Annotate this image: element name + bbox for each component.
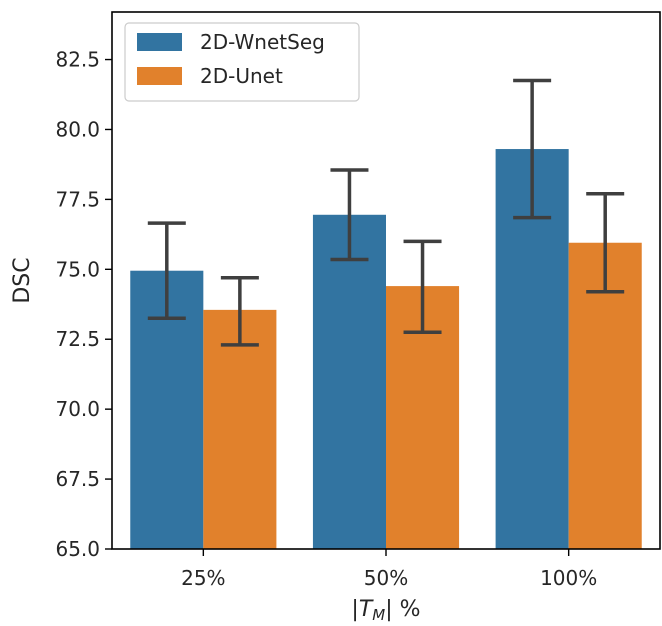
errorbars-group <box>147 78 625 347</box>
legend-swatch <box>137 33 182 51</box>
y-tick-label: 82.5 <box>55 48 100 72</box>
ticks-group: 65.0 67.5 70.0 72.5 75.0 77.5 80.0 82.5 25% 50% 10… <box>55 48 597 590</box>
y-tick-label: 80.0 <box>55 117 100 141</box>
bar-2d-unet-2 <box>568 242 642 549</box>
x-tick-label: 100% <box>540 566 597 590</box>
y-tick-label: 67.5 <box>55 467 100 491</box>
bar-2d-wnetseg-1 <box>312 214 386 549</box>
y-axis-label: DSC <box>10 257 35 303</box>
x-tick-label: 25% <box>181 566 225 590</box>
legend: 2D-WnetSeg 2D-Unet <box>124 22 360 102</box>
x-axis-label: |TM| % <box>351 597 420 624</box>
bar-2d-unet-0 <box>203 309 277 549</box>
y-tick-label: 65.0 <box>55 537 100 561</box>
legend-label: 2D-Unet <box>200 64 283 88</box>
legend-label: 2D-WnetSeg <box>200 30 325 54</box>
y-tick-label: 72.5 <box>55 327 100 351</box>
y-tick-label: 70.0 <box>55 397 100 421</box>
bars-group <box>130 149 642 549</box>
y-tick-label: 77.5 <box>55 187 100 211</box>
legend-box <box>124 22 360 102</box>
legend-swatch <box>137 67 182 85</box>
y-tick-label: 75.0 <box>55 257 100 281</box>
x-tick-label: 50% <box>364 566 408 590</box>
